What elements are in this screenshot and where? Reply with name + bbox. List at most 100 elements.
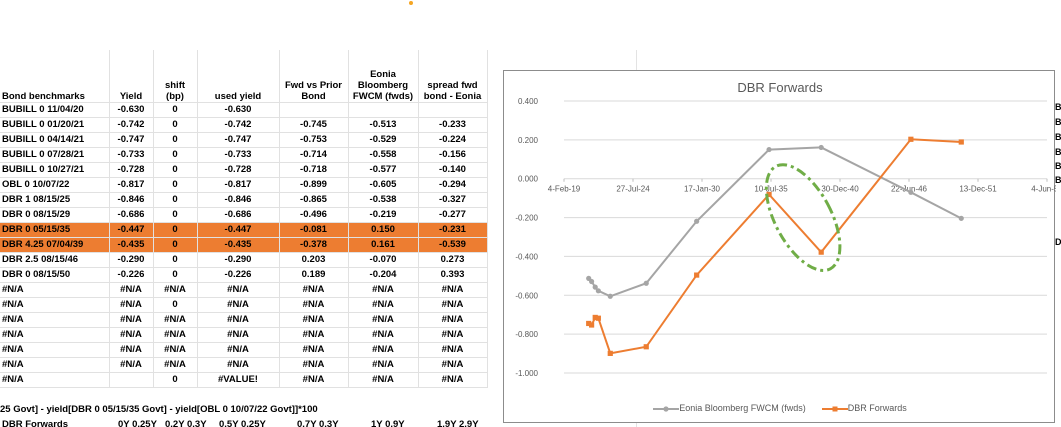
- table-cell[interactable]: #N/A: [418, 342, 488, 358]
- table-cell[interactable]: DBR 0 05/15/35: [0, 222, 110, 238]
- table-cell[interactable]: -0.899: [279, 177, 349, 193]
- table-cell[interactable]: #N/A: [348, 282, 419, 298]
- table-cell[interactable]: #N/A: [197, 327, 280, 343]
- table-cell[interactable]: -0.226: [109, 267, 154, 283]
- table-cell[interactable]: #N/A: [348, 297, 419, 313]
- table-cell[interactable]: #N/A: [279, 357, 349, 373]
- table-cell[interactable]: #N/A: [197, 297, 280, 313]
- table-cell[interactable]: 0.161: [348, 237, 419, 253]
- table-cell[interactable]: #N/A: [197, 282, 280, 298]
- table-cell[interactable]: #N/A: [109, 327, 154, 343]
- table-cell[interactable]: -0.538: [348, 192, 419, 208]
- table-cell[interactable]: BUBILL 0 01/20/21: [0, 117, 110, 133]
- table-cell[interactable]: 0: [153, 117, 198, 133]
- table-cell[interactable]: -0.294: [418, 177, 488, 193]
- header-cell[interactable]: Eonia Bloomberg FWCM (fwds): [348, 50, 419, 103]
- table-cell[interactable]: BUBILL 0 07/28/21: [0, 147, 110, 163]
- table-cell[interactable]: -0.577: [348, 162, 419, 178]
- header-cell[interactable]: spread fwd bond - Eonia: [418, 50, 488, 103]
- table-cell[interactable]: 0.7Y 0.3Y: [297, 419, 339, 427]
- table-cell[interactable]: 0: [153, 252, 198, 268]
- table-cell[interactable]: -0.728: [109, 162, 154, 178]
- table-cell[interactable]: -0.817: [197, 177, 280, 193]
- table-cell[interactable]: 0: [153, 237, 198, 253]
- table-cell[interactable]: #N/A: [109, 282, 154, 298]
- table-cell[interactable]: -0.277: [418, 207, 488, 223]
- table-cell[interactable]: -0.714: [279, 147, 349, 163]
- table-cell[interactable]: #N/A: [109, 297, 154, 313]
- header-cell[interactable]: Yield: [109, 50, 154, 103]
- table-cell[interactable]: [279, 102, 349, 118]
- table-cell[interactable]: 0.5Y 0.25Y: [219, 419, 266, 427]
- table-cell[interactable]: #N/A: [418, 312, 488, 328]
- header-cell[interactable]: Fwd vs Prior Bond: [279, 50, 349, 103]
- table-cell[interactable]: #N/A: [109, 357, 154, 373]
- table-cell[interactable]: -0.686: [109, 207, 154, 223]
- table-cell[interactable]: #N/A: [0, 327, 110, 343]
- table-cell[interactable]: -0.846: [109, 192, 154, 208]
- table-cell[interactable]: 0.273: [418, 252, 488, 268]
- table-cell[interactable]: #N/A: [279, 312, 349, 328]
- table-cell[interactable]: #N/A: [197, 342, 280, 358]
- table-cell[interactable]: OBL 0 10/07/22: [0, 177, 110, 193]
- table-cell[interactable]: -0.529: [348, 132, 419, 148]
- table-cell[interactable]: DBR Forwards: [2, 419, 68, 427]
- table-cell[interactable]: -0.733: [197, 147, 280, 163]
- table-cell[interactable]: 0: [153, 132, 198, 148]
- header-cell[interactable]: shift (bp): [153, 50, 198, 103]
- table-cell[interactable]: 0: [153, 162, 198, 178]
- header-cell[interactable]: Bond benchmarks: [0, 50, 110, 103]
- table-cell[interactable]: -0.817: [109, 177, 154, 193]
- table-cell[interactable]: 0: [153, 297, 198, 313]
- table-cell[interactable]: -0.447: [109, 222, 154, 238]
- table-cell[interactable]: #N/A: [153, 327, 198, 343]
- table-cell[interactable]: 0: [153, 222, 198, 238]
- table-cell[interactable]: BUBILL 0 04/14/21: [0, 132, 110, 148]
- table-cell[interactable]: #N/A: [153, 282, 198, 298]
- table-cell[interactable]: -0.630: [197, 102, 280, 118]
- table-cell[interactable]: -0.558: [348, 147, 419, 163]
- table-cell[interactable]: #VALUE!: [197, 372, 280, 388]
- table-cell[interactable]: #N/A: [109, 342, 154, 358]
- table-cell[interactable]: -0.742: [109, 117, 154, 133]
- legend-item[interactable]: DBR Forwards: [821, 403, 907, 413]
- table-cell[interactable]: -0.226: [197, 267, 280, 283]
- table-cell[interactable]: #N/A: [348, 342, 419, 358]
- header-cell[interactable]: used yield: [197, 50, 280, 103]
- table-cell[interactable]: #N/A: [279, 327, 349, 343]
- table-cell[interactable]: #N/A: [279, 297, 349, 313]
- table-cell[interactable]: -0.605: [348, 177, 419, 193]
- table-cell[interactable]: DBR 2.5 08/15/46: [0, 252, 110, 268]
- table-cell[interactable]: [109, 372, 154, 388]
- table-cell[interactable]: #N/A: [0, 297, 110, 313]
- table-cell[interactable]: #N/A: [0, 312, 110, 328]
- table-cell[interactable]: #N/A: [153, 312, 198, 328]
- table-cell[interactable]: #N/A: [197, 312, 280, 328]
- table-cell[interactable]: -0.233: [418, 117, 488, 133]
- table-cell[interactable]: 0: [153, 207, 198, 223]
- table-cell[interactable]: -0.742: [197, 117, 280, 133]
- table-cell[interactable]: 0: [153, 177, 198, 193]
- table-cell[interactable]: #N/A: [0, 282, 110, 298]
- table-cell[interactable]: -0.747: [197, 132, 280, 148]
- table-cell[interactable]: #N/A: [279, 342, 349, 358]
- table-cell[interactable]: #N/A: [418, 282, 488, 298]
- table-cell[interactable]: -0.140: [418, 162, 488, 178]
- table-cell[interactable]: #N/A: [418, 327, 488, 343]
- table-cell[interactable]: -0.224: [418, 132, 488, 148]
- table-cell[interactable]: DBR 1 08/15/25: [0, 192, 110, 208]
- table-cell[interactable]: #N/A: [418, 297, 488, 313]
- table-cell[interactable]: -0.745: [279, 117, 349, 133]
- table-cell[interactable]: -0.846: [197, 192, 280, 208]
- table-cell[interactable]: -0.686: [197, 207, 280, 223]
- table-cell[interactable]: -0.747: [109, 132, 154, 148]
- table-cell[interactable]: 0: [153, 102, 198, 118]
- table-cell[interactable]: #N/A: [348, 327, 419, 343]
- dbr-forwards-chart[interactable]: DBR Forwards 0.400 0.200 0.000 -0.200 -0.400…: [503, 70, 1056, 423]
- table-cell[interactable]: DBR 0 08/15/50: [0, 267, 110, 283]
- table-cell[interactable]: -0.290: [109, 252, 154, 268]
- table-cell[interactable]: [348, 102, 419, 118]
- table-cell[interactable]: -0.435: [109, 237, 154, 253]
- table-cell[interactable]: -0.753: [279, 132, 349, 148]
- table-cell[interactable]: #N/A: [153, 357, 198, 373]
